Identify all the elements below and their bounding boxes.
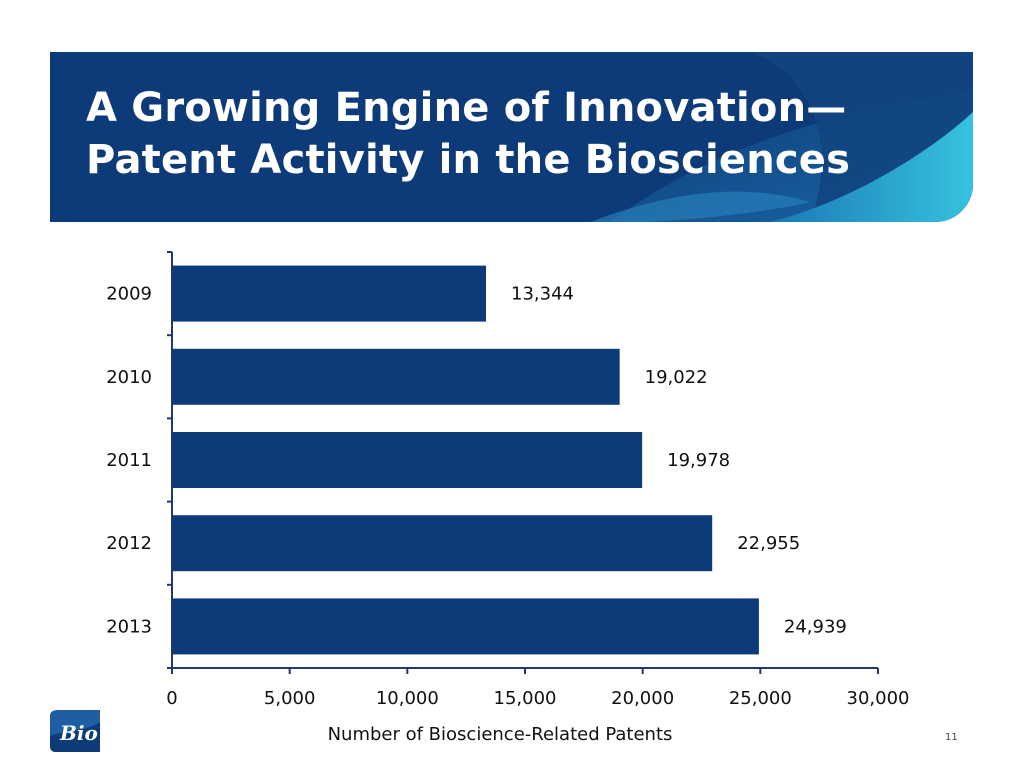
- banner-swoosh-graphic: [590, 52, 973, 222]
- x-tick-label-30000: 30,000: [847, 688, 910, 709]
- value-label-2012: 22,955: [737, 533, 800, 554]
- x-tick-label-15000: 15,000: [494, 688, 557, 709]
- bar-2011: [173, 432, 643, 488]
- bio-logo-text: Bio: [59, 721, 98, 745]
- bio-logo: Bio: [50, 710, 100, 752]
- bar-2010: [173, 348, 620, 405]
- value-label-group: 13,344 19,022 19,978 22,955 24,939: [511, 284, 847, 638]
- value-label-2009: 13,344: [511, 284, 574, 305]
- x-tick-label-25000: 25,000: [729, 688, 792, 709]
- value-label-2011: 19,978: [667, 450, 730, 471]
- slide-title: A Growing Engine of Innovation— Patent A…: [86, 82, 850, 186]
- page-number: 11: [945, 732, 958, 743]
- x-tick-label-0: 0: [166, 688, 177, 709]
- slide-title-line-1: A Growing Engine of Innovation—: [86, 85, 847, 131]
- category-label-group: 2009 2010 2011 2012 2013: [106, 284, 152, 638]
- category-label-2013: 2013: [106, 616, 152, 637]
- x-tick-label-10000: 10,000: [376, 688, 439, 709]
- slide-title-line-2: Patent Activity in the Biosciences: [86, 137, 851, 183]
- value-label-2010: 19,022: [645, 367, 708, 388]
- category-label-2012: 2012: [106, 533, 152, 554]
- x-axis-title: Number of Bioscience-Related Patents: [328, 724, 673, 745]
- bar-2013: [173, 598, 759, 655]
- bar-2009: [173, 265, 487, 322]
- x-tick-label-group: 0 5,000 10,000 15,000 20,000 25,000 30,000: [166, 688, 909, 709]
- category-label-2009: 2009: [106, 284, 152, 305]
- axes-group: [167, 251, 879, 674]
- bar-group: [173, 265, 759, 655]
- category-label-2010: 2010: [106, 367, 152, 388]
- bar-2012: [173, 515, 713, 572]
- value-label-2013: 24,939: [784, 616, 847, 637]
- x-tick-label-5000: 5,000: [264, 688, 316, 709]
- title-banner: A Growing Engine of Innovation— Patent A…: [50, 52, 973, 222]
- x-tick-label-20000: 20,000: [611, 688, 674, 709]
- category-label-2011: 2011: [106, 450, 152, 471]
